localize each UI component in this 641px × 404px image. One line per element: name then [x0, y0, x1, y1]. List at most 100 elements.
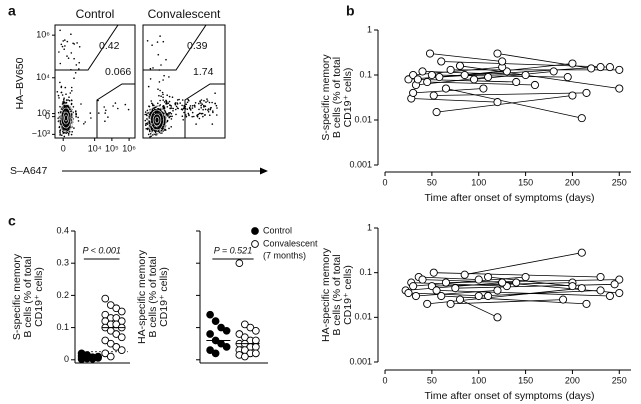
event-dot — [198, 117, 201, 120]
event-dot — [63, 135, 66, 138]
event-dot — [202, 108, 204, 111]
event-dot — [65, 93, 67, 95]
event-dot — [152, 113, 154, 115]
event-dot — [145, 124, 147, 127]
event-dot — [212, 111, 214, 114]
gate-percentage: 0.42 — [99, 40, 120, 52]
y-tick-label: 0.01 — [354, 114, 372, 124]
event-dot — [144, 119, 147, 122]
event-dot — [193, 115, 195, 118]
event-dot — [149, 124, 151, 127]
event-dot — [78, 68, 80, 70]
data-point — [587, 64, 596, 73]
event-dot — [203, 114, 206, 116]
event-dot — [71, 131, 73, 133]
x-tick-label: 50 — [427, 177, 437, 187]
event-dot — [60, 85, 63, 88]
event-dot — [168, 112, 170, 114]
event-dot — [159, 119, 161, 122]
event-dot — [63, 101, 66, 104]
data-point — [568, 282, 577, 291]
event-dot — [73, 77, 75, 79]
event-dot — [62, 101, 64, 103]
event-dot — [170, 107, 173, 109]
data-point — [418, 67, 427, 76]
plot-frame — [142, 24, 226, 139]
event-dot — [155, 106, 157, 108]
event-dot — [65, 101, 68, 104]
subject-line — [450, 299, 564, 305]
event-dot — [185, 103, 188, 106]
x-tick-label: 10⁴ — [88, 143, 102, 153]
event-dot — [198, 102, 200, 105]
event-dot — [74, 110, 77, 113]
event-dot — [176, 102, 178, 104]
event-dot — [75, 115, 77, 118]
data-point — [206, 330, 214, 338]
legend-note: (7 months) — [263, 250, 306, 260]
event-dot — [196, 114, 198, 117]
data-point — [441, 84, 450, 93]
gate — [142, 24, 207, 71]
data-point — [605, 291, 614, 301]
data-point — [77, 349, 86, 358]
event-dot — [151, 129, 154, 132]
event-dot — [67, 134, 70, 136]
plot-title: Convalescent — [148, 7, 221, 21]
event-dot — [152, 134, 154, 136]
plot-title: Control — [76, 7, 115, 21]
event-dot — [59, 29, 61, 32]
y-tick-label: 0.2 — [56, 290, 69, 300]
data-point — [615, 84, 624, 93]
data-point — [512, 77, 521, 87]
data-point — [441, 278, 450, 287]
event-dot — [207, 109, 209, 111]
event-dot — [78, 46, 81, 48]
event-dot — [182, 119, 184, 121]
data-point — [484, 291, 493, 301]
event-dot — [57, 94, 60, 97]
x-tick-label: 10⁵ — [105, 143, 119, 153]
subject-line — [411, 282, 507, 287]
event-dot — [185, 115, 188, 118]
event-dot — [72, 106, 75, 108]
event-dot — [168, 76, 170, 78]
data-point — [409, 282, 418, 291]
event-dot — [73, 43, 76, 45]
panel-label: a — [8, 3, 16, 19]
event-dot — [200, 104, 202, 107]
event-dot — [187, 98, 189, 101]
event-dot — [65, 118, 67, 121]
data-point — [559, 295, 568, 304]
x-tick-label: 0 — [61, 143, 66, 153]
y-axis-label: S-specific memory — [320, 54, 332, 141]
event-dot — [58, 51, 60, 53]
y-tick-label: 10⁶ — [36, 30, 50, 40]
event-dot — [64, 45, 66, 47]
y-tick-label: 0.001 — [349, 159, 372, 169]
data-point — [498, 278, 507, 287]
event-dot — [214, 92, 216, 94]
event-dot — [181, 99, 184, 101]
axis-arrowhead — [260, 167, 268, 175]
event-dot — [63, 98, 65, 101]
event-dot — [168, 127, 170, 130]
data-point — [568, 91, 577, 100]
data-point — [425, 49, 435, 58]
data-point — [94, 353, 102, 362]
event-dot — [203, 105, 205, 107]
event-dot — [146, 127, 149, 130]
y-axis-label: B cells (% of total — [22, 256, 34, 337]
event-dot — [162, 112, 165, 114]
event-dot — [144, 111, 147, 113]
subject-line — [459, 299, 498, 318]
y-tick-label: 1 — [367, 24, 372, 34]
event-dot — [169, 115, 172, 118]
subject-line — [488, 276, 573, 287]
event-dot — [73, 57, 75, 60]
event-dot — [170, 113, 173, 115]
event-dot — [166, 119, 169, 122]
data-point — [241, 352, 249, 361]
gate — [184, 83, 225, 138]
